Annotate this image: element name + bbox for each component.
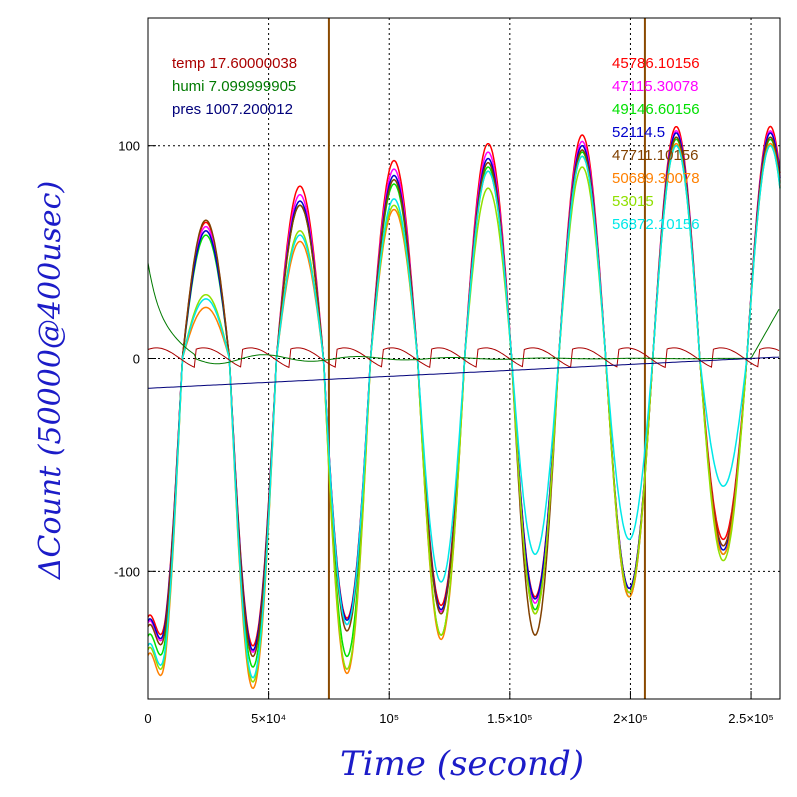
series-legend-entry: 45786.10156 xyxy=(612,55,700,72)
y-tick-label: 0 xyxy=(133,352,140,367)
env-legend-entry: pres 1007.200012 xyxy=(172,101,293,118)
series-line xyxy=(147,125,781,647)
x-tick-label: 2×10⁵ xyxy=(613,711,648,726)
x-tick-label: 0 xyxy=(144,711,151,726)
series-legend-entry: 47115.30078 xyxy=(612,78,698,95)
series-line xyxy=(147,144,781,679)
env-legend-entry: humi 7.099999905 xyxy=(172,78,296,95)
env-line-temp xyxy=(147,347,780,369)
y-axis-title: ΔCount (50000@400usec) xyxy=(33,181,68,580)
x-tick-label: 5×10⁴ xyxy=(251,711,286,726)
series-legend-entry: 52114.5 xyxy=(612,124,665,141)
series-lines xyxy=(147,125,781,690)
environment-legend: temp 17.60000038 humi 7.099999905 pres 100… xyxy=(172,55,297,118)
x-tick-label: 2.5×10⁵ xyxy=(728,711,774,726)
series-legend-entry: 49146.60156 xyxy=(612,101,700,118)
series-legend: 45786.10156 47115.30078 49146.60156 52114.5… xyxy=(612,55,700,233)
series-legend-entry: 50689.30078 xyxy=(612,170,700,187)
x-axis-title: Time (second) xyxy=(340,744,584,784)
env-line-pres xyxy=(147,356,780,389)
series-legend-entry: 53015 xyxy=(612,193,654,210)
y-tick-label: -100 xyxy=(114,564,140,579)
env-line-humi xyxy=(147,262,780,365)
y-tick-label: 100 xyxy=(118,139,140,154)
series-legend-entry: 47711.10156 xyxy=(612,147,698,164)
x-tick-label: 1.5×10⁵ xyxy=(487,711,533,726)
environment-lines xyxy=(147,262,780,389)
env-legend-entry: temp 17.60000038 xyxy=(172,55,297,72)
axis-ticks: 0 5×10⁴ 10⁵ 1.5×10⁵ 2×10⁵ 2.5×10⁵ -100 0 100 xyxy=(114,139,774,726)
series-legend-entry: 56872.10156 xyxy=(612,216,700,233)
series-line xyxy=(147,132,781,651)
x-tick-label: 10⁵ xyxy=(379,711,399,726)
